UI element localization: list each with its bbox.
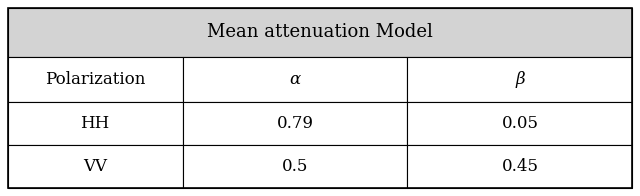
Bar	[8, 56, 182, 102]
Text: 0.45: 0.45	[501, 158, 538, 175]
Bar	[408, 102, 632, 145]
Bar	[182, 56, 408, 102]
Text: β: β	[515, 71, 525, 88]
Text: 0.79: 0.79	[276, 115, 314, 132]
Text: VV: VV	[83, 158, 107, 175]
Bar	[408, 56, 632, 102]
Text: Polarization: Polarization	[45, 71, 145, 88]
Text: 0.05: 0.05	[501, 115, 538, 132]
Text: Mean attenuation Model: Mean attenuation Model	[207, 23, 433, 41]
Text: 0.5: 0.5	[282, 158, 308, 175]
Bar	[182, 145, 408, 188]
Text: α: α	[289, 71, 301, 88]
Bar	[408, 145, 632, 188]
Bar	[8, 102, 182, 145]
Text: HH: HH	[81, 115, 109, 132]
Bar	[8, 145, 182, 188]
Bar	[8, 8, 632, 56]
Bar	[182, 102, 408, 145]
